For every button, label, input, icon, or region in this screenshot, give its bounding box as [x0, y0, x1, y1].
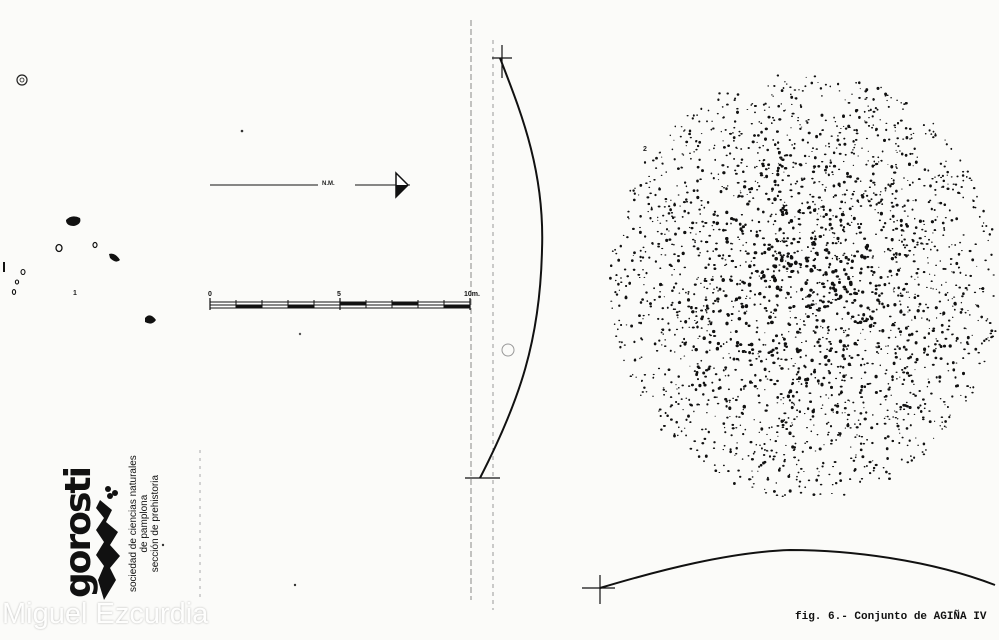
logo-line: sociedad de ciencias naturales [128, 455, 139, 592]
structure-number-2: 2 [643, 146, 647, 153]
stray-mark [298, 332, 302, 336]
north-arrow-head-fill [396, 185, 408, 197]
logo-wordmark: gorosti [58, 468, 99, 598]
scale-label-5: 5 [337, 291, 341, 298]
stippled-cairn-2 [609, 74, 997, 497]
horizontal-profile-curve [599, 548, 996, 589]
scale-label-10m: 10m. [464, 291, 480, 298]
watermark: Miguel Ezcurdia [2, 598, 209, 630]
stone-cluster-1 [3, 74, 156, 324]
vertical-profile-curve [479, 57, 544, 479]
stray-mark [293, 583, 297, 587]
faint-circle-mark [501, 343, 515, 357]
logo-line: sección de prehistoria [150, 474, 161, 573]
scale-bar [209, 298, 471, 310]
structure-number-1: 1 [73, 290, 77, 297]
scale-label-0: 0 [208, 291, 212, 298]
logo-text-lines: sociedad de ciencias naturales de pamplo… [128, 455, 161, 592]
figure-caption: fig. 6.- Conjunto de AGIÑA IV [795, 611, 987, 623]
logo-line: de pamplona [139, 494, 150, 553]
stray-mark [161, 543, 165, 547]
stray-mark [240, 129, 244, 133]
north-arrow-label: N.M. [322, 181, 335, 187]
